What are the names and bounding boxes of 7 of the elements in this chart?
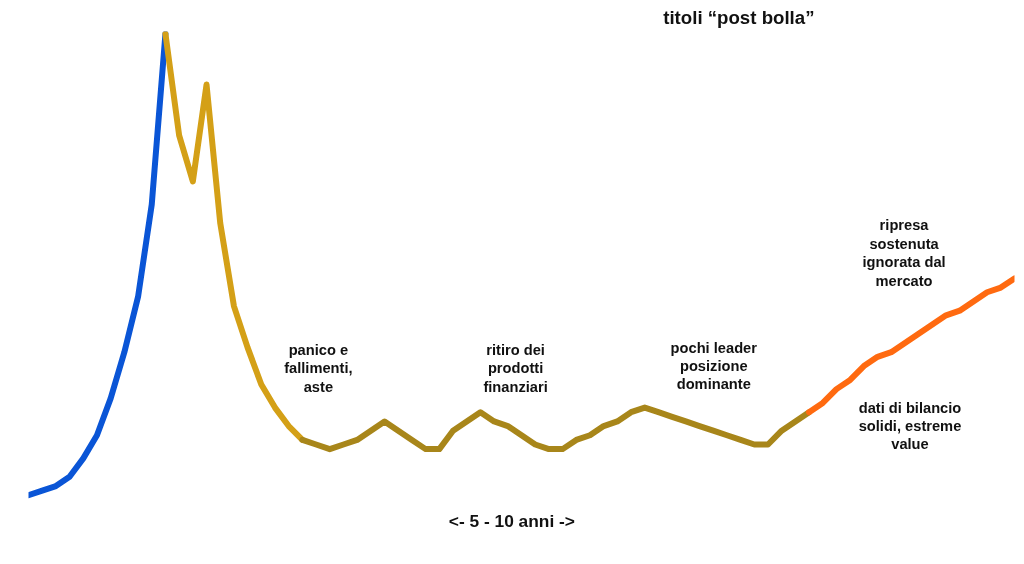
annotation: ripresa sostenuta ignorata dal mercato: [862, 217, 946, 289]
x-axis-title: <- 5 - 10 anni ->: [448, 510, 575, 531]
chart-title: titoli “post bolla”: [663, 6, 815, 28]
annotation: ritiro dei prodotti finanziari: [483, 341, 548, 395]
annotation: panico e fallimenti, aste: [284, 341, 353, 395]
annotation: pochi leader posizione dominante: [670, 339, 758, 393]
annotation: dati di bilancio solidi, estreme value: [858, 399, 962, 453]
